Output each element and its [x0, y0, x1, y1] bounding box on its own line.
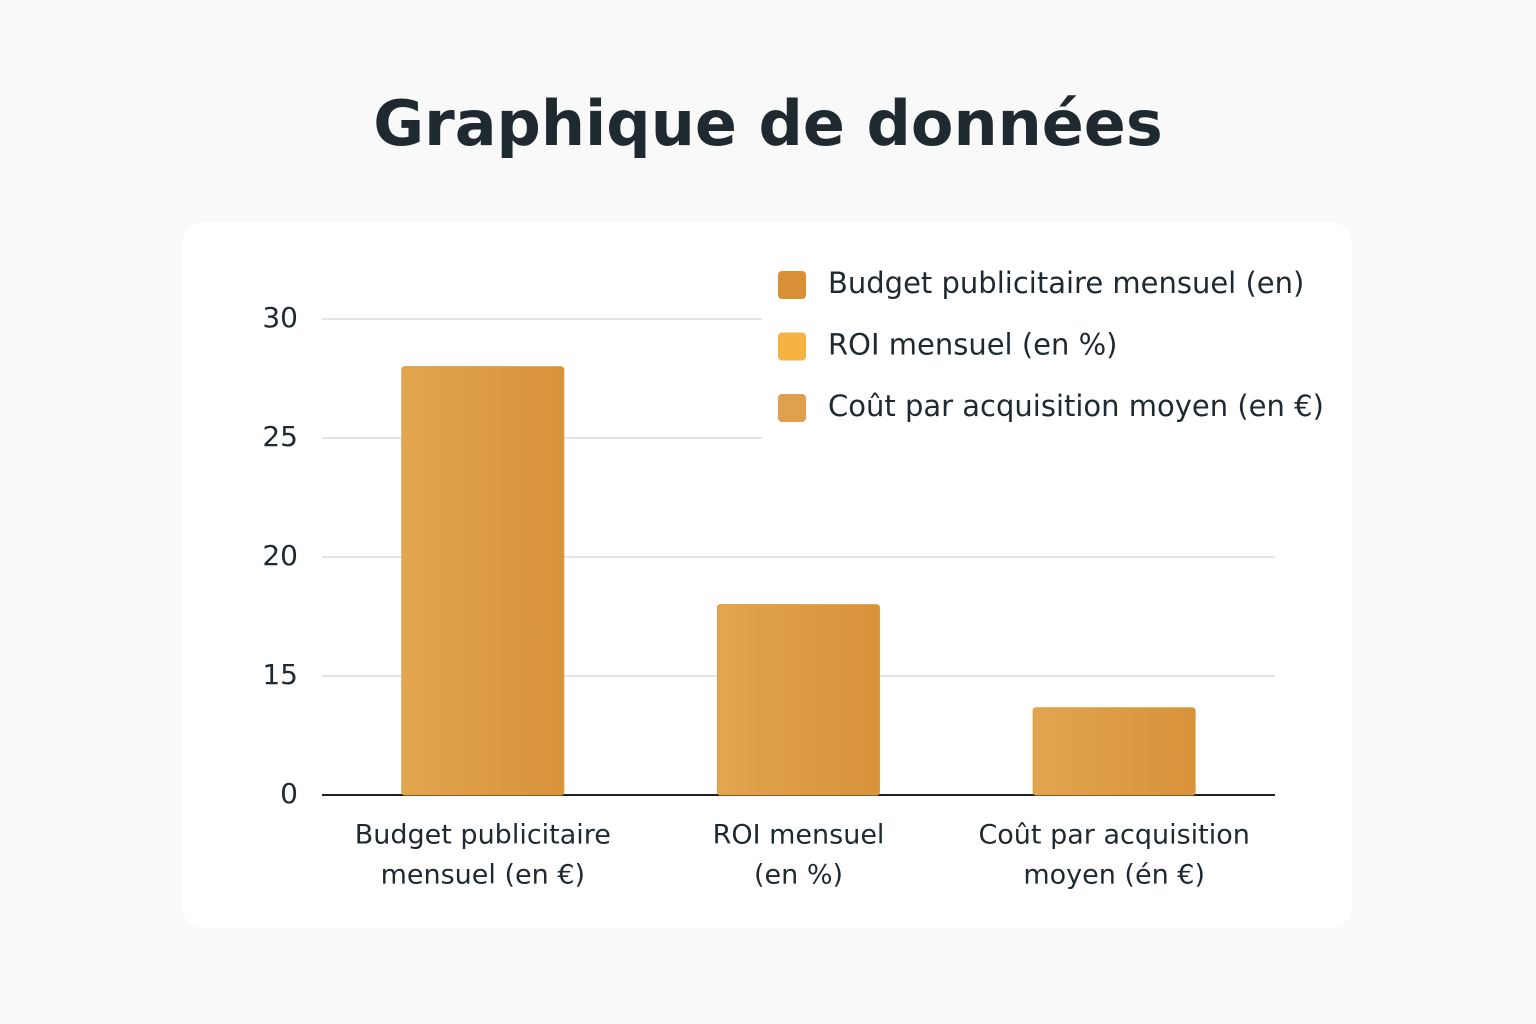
y-tick-label: 15 [262, 658, 298, 691]
legend-label: Coût par acquisition moyen (en €) [828, 389, 1324, 423]
legend-swatch [778, 332, 806, 361]
x-tick-label: moyen (én €) [1023, 860, 1205, 891]
legend-label: Budget publicitaire mensuel (en) [828, 266, 1304, 300]
x-tick-label: Budget publicitaire [355, 820, 611, 851]
x-tick-label: mensuel (en €) [381, 860, 585, 891]
legend-label: ROI mensuel (en %) [828, 328, 1117, 362]
chart-title: Graphique de données [373, 87, 1163, 160]
legend-bg [762, 255, 1352, 440]
x-tick-label: ROI mensuel [713, 820, 885, 851]
y-tick-label: 25 [262, 420, 298, 453]
x-tick-label: (en %) [754, 860, 843, 891]
legend-swatch [778, 271, 806, 299]
y-tick-label: 0 [280, 777, 298, 810]
y-tick-label: 20 [262, 539, 298, 572]
x-tick-label: Coût par acquisition [978, 820, 1249, 851]
legend-swatch [778, 394, 806, 422]
y-tick-label: 30 [262, 301, 298, 334]
bar [401, 366, 565, 796]
bar [717, 604, 880, 796]
bar [1032, 707, 1196, 796]
